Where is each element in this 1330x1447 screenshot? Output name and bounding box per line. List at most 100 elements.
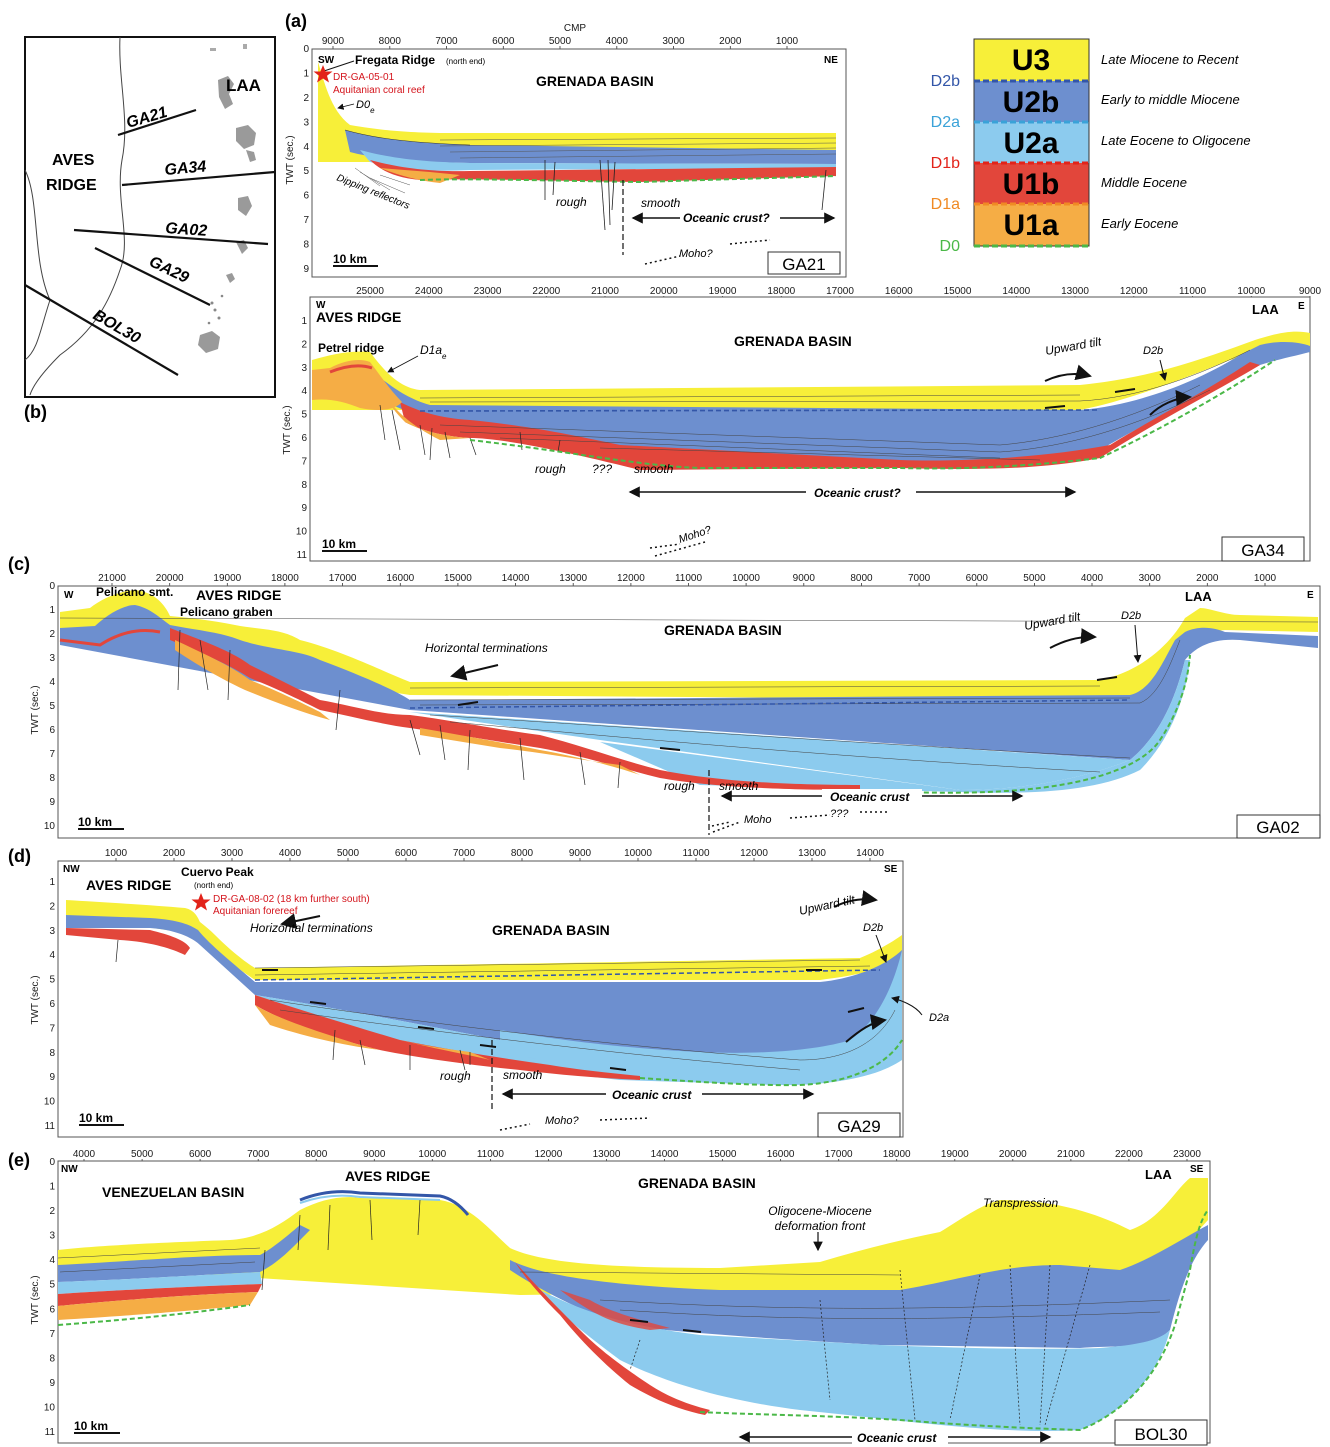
ga29-x-tick: 7000 xyxy=(453,848,476,859)
ga34-y-tick: 11 xyxy=(297,550,308,561)
bol30-x-tick: 7000 xyxy=(247,1149,270,1160)
ga29-sample-desc: Aquitanian forereef xyxy=(213,906,298,917)
ga29-x-tick: 5000 xyxy=(337,848,360,859)
bol30-y-tick: 2 xyxy=(49,1206,55,1217)
ga34-y-tick: 9 xyxy=(301,503,307,514)
bol30-x-tick: 8000 xyxy=(305,1149,328,1160)
bol30-y-tick: 10 xyxy=(44,1403,56,1414)
ga29-smooth-label: smooth xyxy=(503,1068,543,1082)
ga21-x-tick: 2000 xyxy=(719,36,742,47)
ga34-qqq-label: ??? xyxy=(592,462,612,476)
ga02-horizontal-label: Horizontal terminations xyxy=(425,641,548,655)
legend-boundary-d1b: D1b xyxy=(931,155,960,172)
ga34-x-tick: 17000 xyxy=(826,286,854,297)
ga02-w-label: W xyxy=(64,590,74,601)
ga34-name-box: GA34 xyxy=(1241,541,1284,560)
bol30-x-tick: 13000 xyxy=(593,1149,621,1160)
ga21-sample-desc: Aquitanian coral reef xyxy=(333,85,425,96)
ga29-y-tick: 8 xyxy=(49,1048,55,1059)
ga29-x-tick: 9000 xyxy=(569,848,592,859)
map-line-ga02: GA02 xyxy=(165,220,208,240)
ga02-scale-bar: 10 km xyxy=(78,815,112,829)
ga21-x-tick: 1000 xyxy=(776,36,799,47)
ga29-y-tick: 2 xyxy=(49,901,55,912)
legend-age-u1b: Middle Eocene xyxy=(1101,175,1187,190)
ga29-rough-label: rough xyxy=(440,1069,471,1083)
ga21-x-tick: 8000 xyxy=(379,36,402,47)
ga34-x-tick: 11000 xyxy=(1179,286,1207,297)
ga34-laa-label: LAA xyxy=(1252,302,1279,317)
bol30-x-tick: 23000 xyxy=(1173,1149,1201,1160)
ga02-x-tick: 8000 xyxy=(850,573,873,584)
ga29-y-tick: 9 xyxy=(49,1072,55,1083)
ga34-x-tick: 21000 xyxy=(591,286,619,297)
bol30-laa-label: LAA xyxy=(1145,1167,1172,1182)
bol30-oceanic-label: Oceanic crust xyxy=(857,1431,937,1445)
ga34-x-tick: 22000 xyxy=(532,286,560,297)
stratigraphic-legend: U3 U2b U2a U1b U1a Late Miocene to Recen… xyxy=(931,38,1251,255)
ga29-y-tick: 4 xyxy=(49,950,55,961)
ga02-oceanic-label: Oceanic crust xyxy=(830,790,910,804)
bol30-y-tick: 6 xyxy=(49,1304,55,1315)
ga21-smooth-label: smooth xyxy=(641,196,681,210)
ga29-x-tick: 14000 xyxy=(856,848,884,859)
ga34-x-tick: 19000 xyxy=(709,286,737,297)
ga34-smooth-label: smooth xyxy=(634,462,674,476)
legend-unit-u1b: U1b xyxy=(1003,168,1060,201)
section-ga29: 1000 2000 3000 4000 5000 6000 7000 8000 9000 1000… xyxy=(30,848,949,1138)
section-bol30: 4000 5000 6000 7000 8000 9000 10000 11000 12000 1… xyxy=(30,1149,1211,1446)
ga34-y-axis: 1 2 3 4 5 6 7 8 9 10 11 xyxy=(296,316,308,561)
map-line-ga34: GA34 xyxy=(164,158,207,179)
bol30-x-tick: 10000 xyxy=(418,1149,446,1160)
legend-swatch-u2a xyxy=(974,122,1089,163)
bol30-x-tick: 12000 xyxy=(534,1149,562,1160)
bol30-x-tick: 16000 xyxy=(767,1149,795,1160)
ga34-y-label: TWT (sec.) xyxy=(282,405,293,454)
bol30-y-tick: 9 xyxy=(49,1378,55,1389)
ga29-y-tick: 1 xyxy=(49,877,55,888)
ga34-w-label: W xyxy=(316,300,326,311)
ga21-y-tick: 4 xyxy=(303,142,309,153)
bol30-y-label: TWT (sec.) xyxy=(30,1275,41,1324)
bol30-x-tick: 11000 xyxy=(477,1149,505,1160)
ga02-moho-label: Moho xyxy=(744,814,772,826)
bol30-x-tick: 6000 xyxy=(189,1149,212,1160)
ga34-x-tick: 10000 xyxy=(1237,286,1265,297)
bol30-olig2-label: deformation front xyxy=(775,1219,866,1233)
bol30-x-tick: 4000 xyxy=(73,1149,96,1160)
ga21-y-tick: 2 xyxy=(303,93,309,104)
ga02-x-tick: 4000 xyxy=(1081,573,1104,584)
ga21-y-tick: 9 xyxy=(303,264,309,275)
location-map: LAA AVES RIDGE GA21 GA34 GA02 GA29 BOL30 xyxy=(24,36,276,398)
ga02-y-tick: 1 xyxy=(49,605,55,616)
ga29-scale-bar: 10 km xyxy=(79,1111,113,1125)
ga34-x-tick: 15000 xyxy=(944,286,972,297)
ga02-y-tick: 6 xyxy=(49,725,55,736)
section-ga02: 21000 20000 19000 18000 17000 16000 15000 14000… xyxy=(30,573,1321,839)
ga29-grenada-label: GRENADA BASIN xyxy=(492,922,610,938)
panel-label-b: (b) xyxy=(24,402,47,422)
ga29-name-box: GA29 xyxy=(837,1117,880,1136)
ga02-y-tick: 5 xyxy=(49,701,55,712)
ga34-y-tick: 2 xyxy=(301,339,307,350)
ga34-y-tick: 6 xyxy=(301,433,307,444)
ga21-fregata-note: (north end) xyxy=(446,57,485,66)
ga02-y-tick: 9 xyxy=(49,797,55,808)
ga34-x-tick: 24000 xyxy=(415,286,443,297)
legend-unit-u2b: U2b xyxy=(1003,86,1060,119)
ga29-y-tick: 5 xyxy=(49,975,55,986)
ga34-d1a-label: D1ae xyxy=(420,343,447,361)
legend-age-u1a: Early Eocene xyxy=(1101,216,1178,231)
panel-label-c: (c) xyxy=(8,554,30,574)
ga21-oceanic-label: Oceanic crust? xyxy=(683,211,770,225)
ga29-x-tick: 3000 xyxy=(221,848,244,859)
ga29-y-tick: 10 xyxy=(44,1097,56,1108)
ga02-x-tick: 10000 xyxy=(732,573,760,584)
bol30-x-tick: 5000 xyxy=(131,1149,154,1160)
panel-label-d: (d) xyxy=(8,846,31,866)
map-ridge-label: RIDGE xyxy=(46,177,97,194)
ga34-rough-label: rough xyxy=(535,462,566,476)
bol30-y-tick: 4 xyxy=(49,1255,55,1266)
ga02-x-tick: 19000 xyxy=(213,573,241,584)
